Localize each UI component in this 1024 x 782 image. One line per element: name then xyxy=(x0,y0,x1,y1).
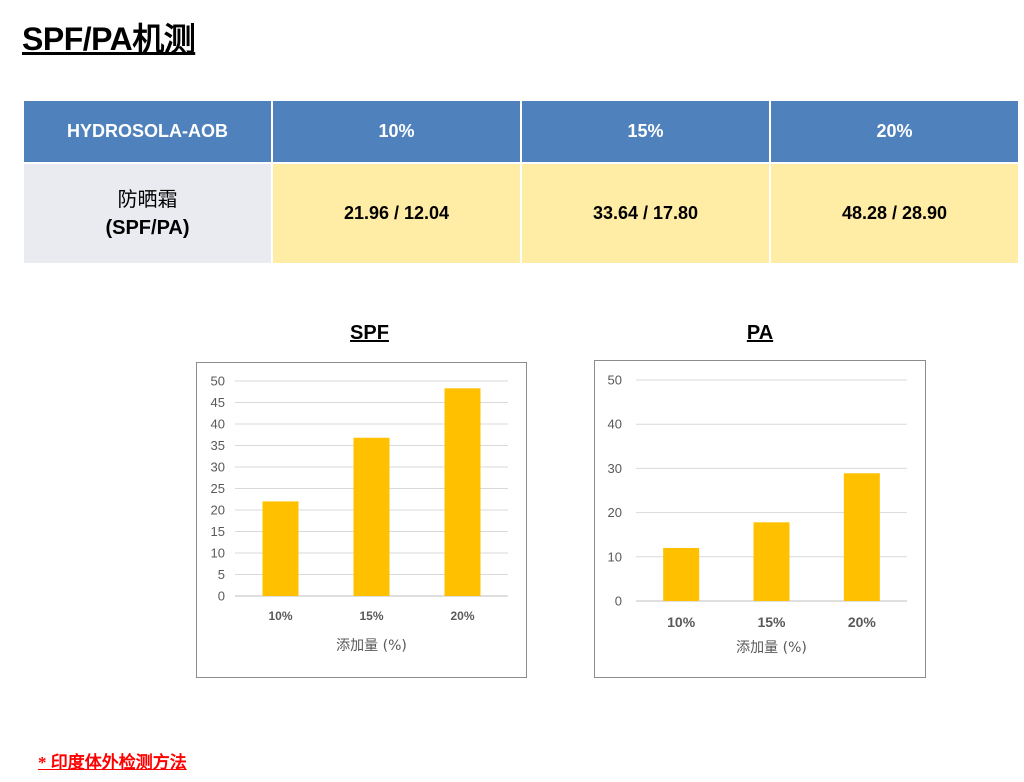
y-tick-label: 45 xyxy=(211,395,225,410)
bar-15pct xyxy=(353,437,390,596)
y-tick-label: 0 xyxy=(615,594,622,609)
value-cell-10: 21.96 / 12.04 xyxy=(271,162,522,265)
row-label-en: (SPF/PA) xyxy=(105,216,190,239)
table-header-10: 10% xyxy=(271,99,522,164)
y-tick-label: 35 xyxy=(211,438,225,453)
spf-chart-title: SPF xyxy=(350,322,389,344)
x-tick-label: 20% xyxy=(848,614,877,630)
table-row: 防晒霜 (SPF/PA) 21.96 / 12.04 33.64 / 17.80… xyxy=(22,162,1020,265)
y-tick-label: 25 xyxy=(211,481,225,496)
y-tick-label: 40 xyxy=(608,417,622,432)
pa-chart: 0 10 20 30 40 50 10% 15% 20% 添加量 (%) xyxy=(594,360,926,678)
y-tick-label: 50 xyxy=(211,374,225,389)
y-tick-label: 0 xyxy=(218,589,225,604)
bar-10pct xyxy=(663,547,700,601)
bar-20pct xyxy=(444,388,481,596)
value-cell-15: 33.64 / 17.80 xyxy=(520,162,771,265)
y-tick-label: 20 xyxy=(211,503,225,518)
spf-chart: 0 5 10 15 20 25 30 35 40 45 50 10% 15% 20% 添加量 (%) xyxy=(196,362,527,678)
bar-10pct xyxy=(262,501,299,596)
footnote: * 印度体外检测方法 xyxy=(38,753,187,772)
table-header-product: HYDROSOLA-AOB xyxy=(22,99,273,164)
table-header-20: 20% xyxy=(769,99,1020,164)
results-table: HYDROSOLA-AOB 10% 15% 20% 防晒霜 (SPF/PA) 2… xyxy=(22,99,1020,265)
y-tick-label: 20 xyxy=(608,505,622,520)
page-title: SPF/PA机测 xyxy=(22,21,196,57)
row-label-cn: 防晒霜 xyxy=(117,188,178,211)
x-tick-label: 10% xyxy=(667,614,696,630)
y-tick-label: 10 xyxy=(608,549,622,564)
x-tick-label: 15% xyxy=(757,614,786,630)
bar-15pct xyxy=(753,522,790,601)
x-tick-label: 10% xyxy=(268,609,292,623)
x-tick-label: 20% xyxy=(450,609,474,623)
value-cell-20: 48.28 / 28.90 xyxy=(769,162,1020,265)
x-axis-label: 添加量 (%) xyxy=(336,638,407,654)
table-header-15: 15% xyxy=(520,99,771,164)
y-tick-label: 15 xyxy=(211,524,225,539)
row-label: 防晒霜 (SPF/PA) xyxy=(22,162,273,265)
y-tick-label: 40 xyxy=(211,417,225,432)
x-axis-label: 添加量 (%) xyxy=(736,640,807,656)
pa-chart-title: PA xyxy=(746,322,774,344)
y-tick-label: 30 xyxy=(608,461,622,476)
table-header-row: HYDROSOLA-AOB 10% 15% 20% xyxy=(22,99,1020,164)
y-tick-label: 10 xyxy=(211,546,225,561)
y-tick-label: 5 xyxy=(218,567,225,582)
y-tick-label: 30 xyxy=(211,460,225,475)
spf-chart-svg: 0 5 10 15 20 25 30 35 40 45 50 10% 15% 20% 添加量 (%) xyxy=(211,374,508,654)
x-tick-label: 15% xyxy=(359,609,383,623)
pa-chart-svg: 0 10 20 30 40 50 10% 15% 20% 添加量 (%) xyxy=(608,373,907,656)
bar-20pct xyxy=(843,473,880,601)
y-tick-label: 50 xyxy=(608,373,622,388)
